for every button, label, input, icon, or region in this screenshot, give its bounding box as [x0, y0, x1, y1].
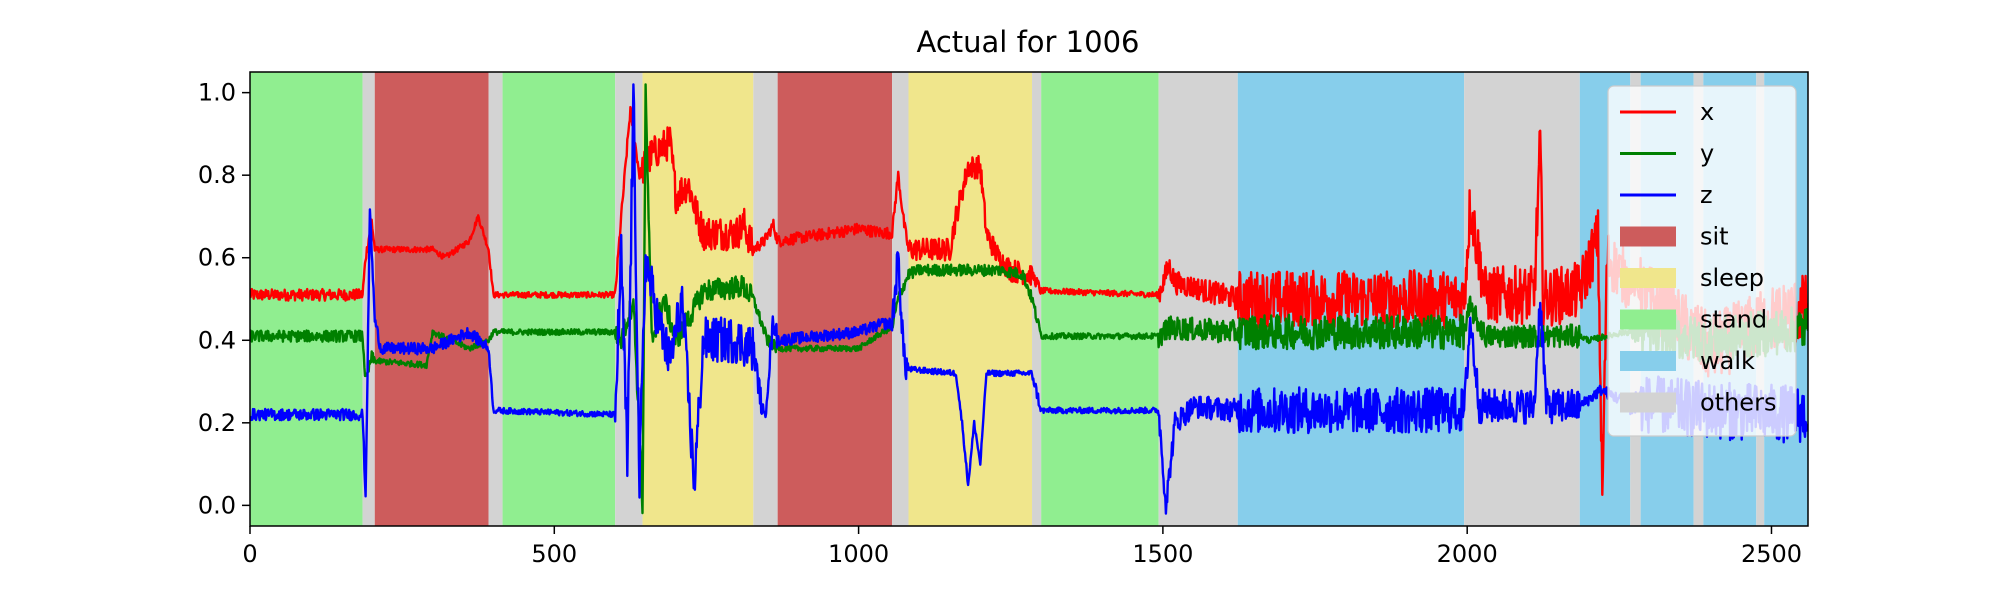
activity-band-others: [488, 72, 503, 526]
legend-label-stand: stand: [1700, 306, 1767, 334]
legend-label-sit: sit: [1700, 223, 1729, 251]
legend-swatch-stand: [1620, 309, 1676, 330]
activity-band-others: [753, 72, 778, 526]
series-lines: [250, 83, 1808, 515]
y-tick-label: 0.6: [198, 244, 236, 272]
legend-label-x: x: [1700, 98, 1714, 126]
y-tick-label: 1.0: [198, 79, 236, 107]
legend-label-y: y: [1700, 140, 1714, 168]
legend-label-z: z: [1700, 181, 1713, 209]
legend-label-sleep: sleep: [1700, 264, 1764, 292]
legend-label-walk: walk: [1700, 347, 1755, 375]
activity-band-sit: [374, 72, 489, 526]
activity-band-stand: [1041, 72, 1159, 526]
y-tick-label: 0.2: [198, 409, 236, 437]
activity-band-stand: [502, 72, 616, 526]
legend: xyz sit sleep stand walk others: [1607, 85, 1797, 437]
activity-band-sleep: [908, 72, 1033, 526]
legend-swatch-walk: [1620, 351, 1676, 371]
activity-band-sit: [777, 72, 893, 526]
x-tick-label: 0: [242, 540, 257, 568]
activity-band-others: [1032, 72, 1042, 526]
x-tick-label: 1500: [1132, 540, 1193, 568]
x-tick-label: 1000: [828, 540, 889, 568]
y-tick-label: 0.4: [198, 326, 236, 354]
y-axis-ticks: 0.0 0.2 0.4 0.6 0.8 1.0: [198, 79, 250, 519]
y-tick-label: 0.0: [198, 491, 236, 519]
series-line-z: [250, 83, 1808, 515]
x-tick-label: 500: [531, 540, 577, 568]
legend-swatch-sit: [1620, 226, 1676, 247]
legend-swatch-sleep: [1620, 268, 1676, 288]
legend-swatch-others: [1620, 392, 1676, 413]
y-tick-label: 0.8: [198, 161, 236, 189]
series-line-x: [250, 105, 1808, 496]
plot-frame: [249, 71, 1809, 527]
legend-box: [1607, 85, 1797, 437]
chart-title: Actual for 1006: [917, 25, 1140, 59]
legend-label-others: others: [1700, 389, 1776, 417]
x-axis-ticks: 0 500 1000 1500 2000 2500: [242, 526, 1802, 568]
x-tick-label: 2000: [1437, 540, 1498, 568]
series-line-y: [250, 83, 1808, 515]
x-tick-label: 2500: [1741, 540, 1802, 568]
